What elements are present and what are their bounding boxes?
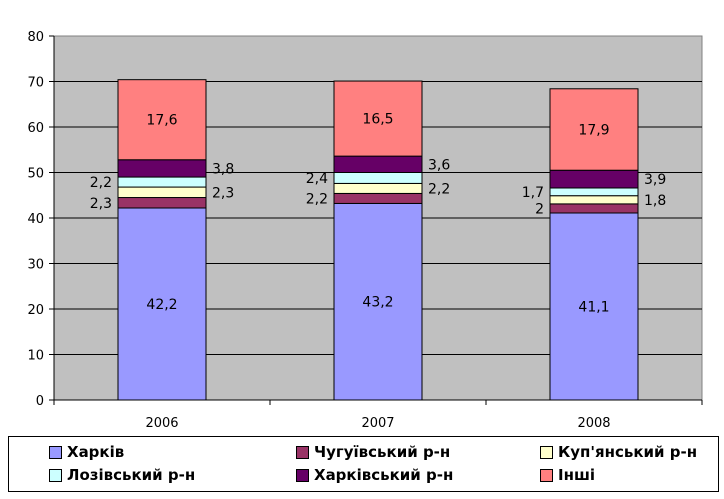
bar-segment [549, 169, 639, 189]
y-tick-label: 30 [27, 258, 44, 273]
y-tick-label: 0 [36, 394, 44, 409]
legend-swatch [296, 468, 309, 482]
bar-segment [333, 182, 423, 194]
data-label: 41,1 [578, 299, 609, 315]
legend-label: Інші [558, 466, 596, 484]
legend-label: Куп'янський р-н [558, 443, 698, 461]
bar-segment [549, 88, 639, 171]
data-label: 3,6 [428, 157, 450, 173]
data-label: 3,8 [212, 161, 234, 177]
bar-segment [117, 186, 207, 199]
legend: Харків Чугуївський р-н Куп'янський р-н Лозі… [8, 436, 719, 492]
legend-item: Інші [540, 464, 595, 486]
x-tick-label: 2007 [361, 416, 394, 431]
x-tick-label: 2008 [577, 416, 610, 431]
data-label: 17,6 [146, 113, 177, 129]
data-label: 2 [535, 201, 544, 217]
bars [117, 79, 639, 401]
y-tick-label: 10 [27, 349, 44, 364]
legend-item: Лозівський р-н [49, 464, 195, 486]
data-label: 1,7 [522, 185, 544, 201]
legend-item: Харків [49, 441, 124, 463]
data-label: 16,5 [362, 112, 393, 128]
legend-swatch [49, 445, 62, 459]
legend-label: Харків [67, 443, 125, 461]
data-label: 2,2 [306, 191, 328, 207]
bar-segment [117, 79, 207, 161]
y-axis: 0 10 20 30 40 50 60 70 80 [27, 30, 55, 409]
legend-swatch [540, 468, 553, 482]
y-tick-label: 20 [27, 303, 44, 318]
y-tick-label: 70 [27, 76, 44, 91]
legend-label: Харківський р-н [314, 466, 454, 484]
legend-label: Лозівський р-н [67, 466, 196, 484]
bar-segment [549, 187, 639, 197]
legend-item: Харківський р-н [296, 464, 453, 486]
data-label: 1,8 [644, 193, 666, 209]
y-tick-label: 80 [27, 30, 44, 45]
data-label: 42,2 [146, 297, 177, 313]
data-label: 17,9 [578, 123, 609, 139]
bar-segment [549, 212, 639, 401]
bar-segment [117, 159, 207, 178]
data-label: 2,3 [90, 196, 112, 212]
legend-swatch [296, 445, 309, 459]
legend-label: Чугуївський р-н [314, 443, 451, 461]
y-tick-label: 40 [27, 212, 44, 227]
stacked-bar-chart: 42,2 2,3 2,3 2,2 3,8 17,6 43,2 2,2 2,2 2,4 3,6 16,5… [27, 30, 703, 431]
data-labels: 42,2 2,3 2,3 2,2 3,8 17,6 43,2 2,2 2,2 2,4 3,6 16,5… [90, 112, 667, 316]
data-label: 2,2 [428, 181, 450, 197]
legend-item: Чугуївський р-н [296, 441, 450, 463]
data-label: 2,2 [90, 175, 112, 191]
bar-segment [333, 155, 423, 173]
bar-segment [117, 197, 207, 209]
bar-segment [333, 192, 423, 204]
legend-item: Куп'янський р-н [540, 441, 697, 463]
data-label: 3,9 [644, 172, 666, 188]
x-tick-label: 2006 [145, 416, 178, 431]
bar-segment [117, 176, 207, 188]
data-label: 2,4 [306, 171, 328, 187]
y-tick-label: 60 [27, 121, 44, 136]
bar-segment [333, 172, 423, 184]
y-tick-label: 50 [27, 167, 44, 182]
data-label: 43,2 [362, 295, 393, 311]
bar-segment [333, 80, 423, 157]
bar-segment [333, 202, 423, 401]
data-label: 2,3 [212, 185, 234, 201]
bar-segment [549, 195, 639, 205]
bar-segment [549, 203, 639, 214]
bar-segment [117, 207, 207, 401]
legend-swatch [49, 468, 62, 482]
legend-swatch [540, 445, 553, 459]
x-axis: 2006 2007 2008 [53, 399, 703, 431]
